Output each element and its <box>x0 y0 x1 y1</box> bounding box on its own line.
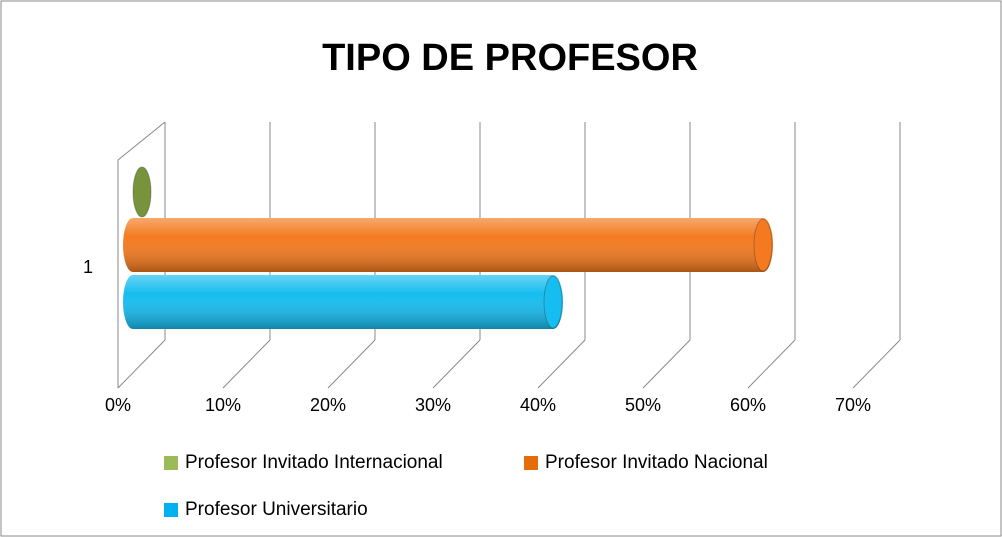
legend-swatch <box>164 503 178 517</box>
bar-shade <box>123 275 563 329</box>
floor-line <box>852 339 901 389</box>
bar <box>123 218 773 272</box>
legend-swatch <box>524 456 538 470</box>
bar-cap <box>543 275 563 329</box>
floor-line <box>432 339 481 389</box>
legend-swatch <box>164 456 178 470</box>
x-tick-label: 20% <box>310 395 346 415</box>
legend-label: Profesor Invitado Nacional <box>545 452 768 473</box>
floor-line <box>222 339 271 389</box>
x-tick-label: 10% <box>205 395 241 415</box>
floor-line <box>747 339 796 389</box>
x-tick-label: 60% <box>730 395 766 415</box>
legend-label: Profesor Invitado Internacional <box>185 452 443 473</box>
bar-shade <box>123 218 773 272</box>
bar <box>123 275 563 329</box>
chart-title: TIPO DE PROFESOR <box>322 37 698 79</box>
left-wall-top <box>117 121 166 161</box>
floor-line <box>327 339 376 389</box>
floor-line <box>537 339 586 389</box>
y-tick-label: 1 <box>83 257 93 277</box>
legend-label: Profesor Universitario <box>185 499 368 520</box>
bar-cap <box>753 218 773 272</box>
bar <box>132 166 152 218</box>
x-tick-label: 50% <box>625 395 661 415</box>
x-tick-label: 0% <box>105 395 131 415</box>
floor-line <box>117 339 166 389</box>
x-tick-label: 30% <box>415 395 451 415</box>
bar-cap <box>132 166 152 218</box>
x-tick-label: 70% <box>835 395 871 415</box>
x-tick-label: 40% <box>520 395 556 415</box>
floor-line <box>642 339 691 389</box>
